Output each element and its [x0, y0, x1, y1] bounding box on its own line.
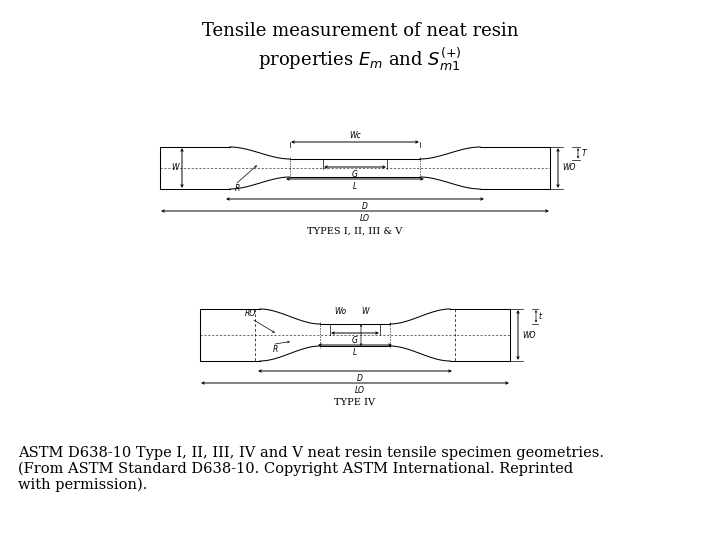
Text: WO: WO [522, 330, 536, 340]
Text: R: R [235, 184, 240, 193]
Text: TYPE IV: TYPE IV [335, 398, 376, 407]
Text: L: L [353, 182, 357, 191]
Text: T: T [582, 149, 587, 158]
Text: ASTM D638-10 Type I, II, III, IV and V neat resin tensile specimen geometries.: ASTM D638-10 Type I, II, III, IV and V n… [18, 446, 604, 460]
Text: W: W [171, 164, 179, 172]
Text: W: W [361, 307, 369, 316]
Text: Tensile measurement of neat resin: Tensile measurement of neat resin [202, 22, 518, 40]
Text: (From ASTM Standard D638-10. Copyright ASTM International. Reprinted: (From ASTM Standard D638-10. Copyright A… [18, 462, 573, 476]
Text: TYPES I, II, III & V: TYPES I, II, III & V [307, 227, 402, 236]
Text: t: t [539, 312, 542, 321]
Text: G: G [352, 170, 358, 179]
Text: D: D [362, 202, 368, 211]
Text: D: D [357, 374, 363, 383]
Text: WO: WO [562, 164, 575, 172]
Text: LO: LO [355, 386, 365, 395]
Text: properties $E_m$ and $S_{m1}^{(+)}$: properties $E_m$ and $S_{m1}^{(+)}$ [258, 46, 462, 73]
Text: with permission).: with permission). [18, 478, 148, 492]
Text: Wc: Wc [349, 131, 361, 140]
Text: Wo: Wo [334, 307, 346, 316]
Text: RO: RO [244, 309, 256, 318]
Text: L: L [353, 348, 357, 357]
Text: G: G [352, 336, 358, 345]
Text: R: R [272, 345, 278, 354]
Text: LO: LO [360, 214, 370, 223]
